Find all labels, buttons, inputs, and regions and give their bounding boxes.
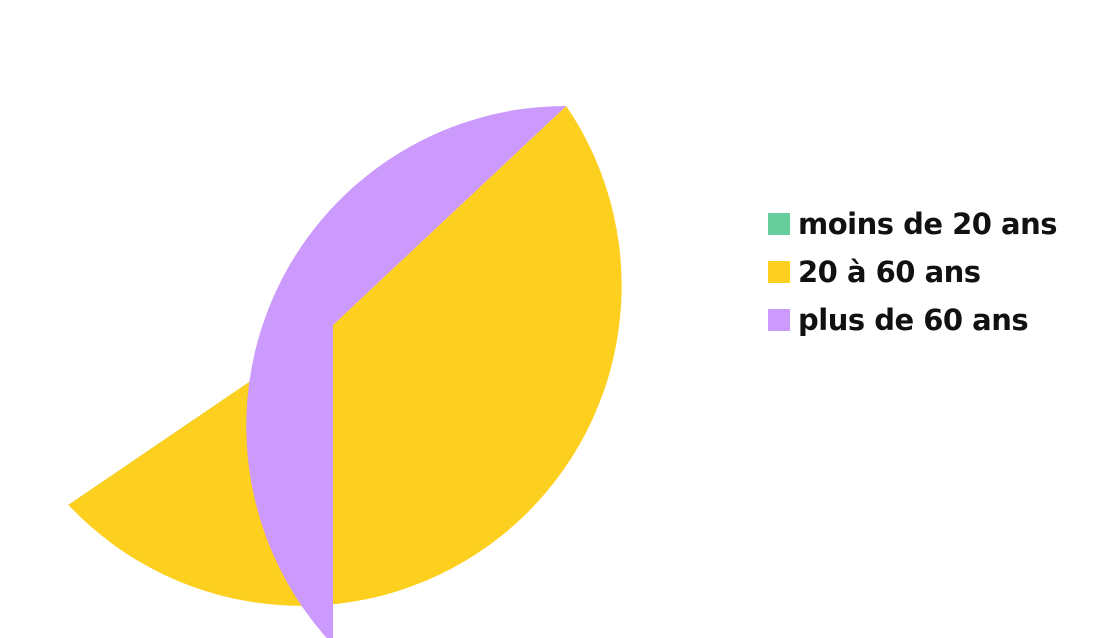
pie-slice-20-a-60-ans [68,105,622,606]
pie-chart [68,105,622,638]
legend-item-plus-de-60-ans: plus de 60 ans [768,296,1057,344]
legend-swatch [768,309,790,331]
pie-slice-plus-de-60-ans [246,105,567,638]
legend-item-20-a-60-ans: 20 à 60 ans [768,248,1057,296]
chart-legend: moins de 20 ans 20 à 60 ans plus de 60 a… [768,200,1058,344]
legend-swatch [768,261,790,283]
legend-label: moins de 20 ans [798,207,1058,241]
legend-label: plus de 60 ans [798,303,1029,337]
legend-swatch [768,213,790,235]
legend-label: 20 à 60 ans [798,255,981,289]
legend-item-moins-de-20-ans: moins de 20 ans [768,200,1058,248]
